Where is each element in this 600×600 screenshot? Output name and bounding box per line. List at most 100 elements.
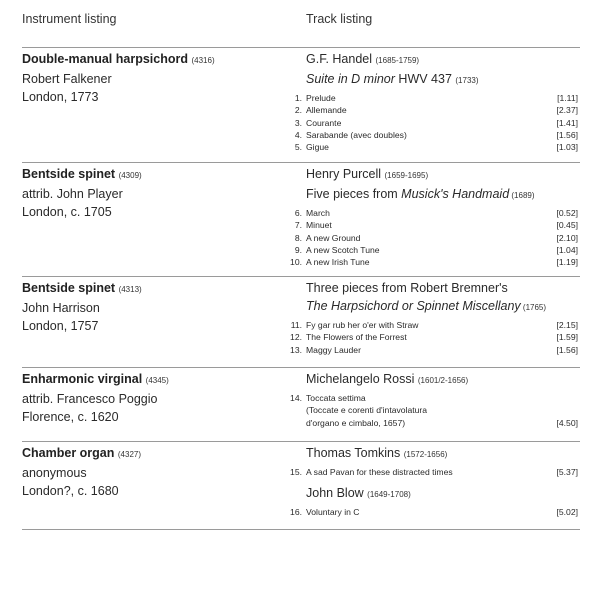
track-list: Michelangelo Rossi (1601/2-1656) 14. Tocca… (0, 370, 600, 429)
instrument-info: Bentside spinet (4313) John Harrison Londo… (22, 279, 142, 335)
composer-dates: (1572-1656) (403, 450, 448, 459)
track-title: Toccata settima (306, 393, 366, 403)
track-listing-heading: Track listing (306, 12, 373, 26)
instrument-maker: anonymous (22, 466, 87, 480)
work-date: (1765) (520, 303, 547, 312)
track-duration: [2.37] (556, 105, 578, 116)
divider (22, 367, 580, 368)
track-number: 3. (294, 117, 302, 128)
track-number: 9. (294, 244, 302, 255)
track-number: 2. (294, 105, 302, 116)
track-row: 13. Maggy Lauder [1.56] (0, 344, 600, 356)
instrument-place: London, 1773 (22, 90, 99, 104)
work-title-part: Musick's Handmaid (401, 187, 510, 201)
track-duration: [2.10] (556, 232, 578, 243)
instrument-maker: John Harrison (22, 301, 100, 315)
composer-name: Henry Purcell (306, 167, 382, 181)
divider (22, 162, 580, 163)
composer-name: G.F. Handel (306, 52, 373, 66)
instrument-number: (4313) (118, 285, 142, 294)
track-title: Prelude (306, 93, 336, 103)
instrument-number: (4309) (118, 171, 142, 180)
track-title: A sad Pavan for these distracted times (306, 467, 453, 477)
track-row: 15. A sad Pavan for these distracted time… (0, 466, 600, 478)
instrument-place: London?, c. 1680 (22, 484, 119, 498)
instrument-name: Bentside spinet (22, 281, 116, 295)
track-row: 10. A new Irish Tune [1.19] (0, 256, 600, 268)
track-number: 11. (290, 320, 302, 330)
divider (22, 276, 580, 277)
composer-dates: (1601/2-1656) (417, 376, 469, 385)
track-row: 9. A new Scotch Tune [1.04] (0, 244, 600, 256)
instrument-name-line: Bentside spinet (4313) (22, 279, 142, 299)
instrument-name: Double-manual harpsichord (22, 52, 188, 66)
instrument-name-line: Enharmonic virginal (4345) (22, 370, 169, 390)
track-title: (Toccate e corenti d'intavolatura (306, 405, 428, 416)
track-number: 16. (290, 507, 302, 518)
composer-line: Thomas Tomkins (1572-1656) (0, 444, 600, 464)
track-row: 14. Toccata settima (0, 392, 600, 404)
track-row: 11. Fy gar rub her o'er with Straw [2.15] (0, 319, 600, 331)
track-number: 10. (290, 257, 302, 268)
track-title: d'organo e cimbalo, 1657) (306, 417, 406, 428)
composer-dates: (1659-1695) (384, 171, 429, 180)
track-number: 15. (290, 467, 302, 477)
track-row: 2. Allemande [2.37] (0, 104, 600, 116)
divider (22, 47, 580, 48)
work-title: Five pieces from Musick's Handmaid (1689… (0, 185, 600, 205)
track-row: 5. Gigue [1.03] (0, 141, 600, 153)
track-title: Minuet (306, 220, 332, 231)
track-number: 8. (294, 232, 302, 243)
track-title: A new Ground (306, 232, 361, 243)
composer-name: Thomas Tomkins (306, 446, 401, 460)
instrument-number: (4327) (117, 450, 141, 459)
work-title-part: Five pieces from (306, 187, 402, 201)
track-title: A new Scotch Tune (306, 244, 380, 255)
track-row: 7. Minuet [0.45] (0, 219, 600, 231)
work-title-part: The Harpsichord or Spinnet Miscellany (306, 299, 521, 313)
track-duration: [1.03] (556, 142, 578, 153)
composer-dates: (1685-1759) (375, 56, 420, 65)
track-row: 12. The Flowers of the Forrest [1.59] (0, 331, 600, 343)
track-row: 3. Courante [1.41] (0, 117, 600, 129)
instrument-maker: attrib. John Player (22, 187, 123, 201)
instrument-number: (4316) (191, 56, 215, 65)
track-duration: [1.56] (556, 129, 578, 140)
track-title: Courante (306, 117, 342, 128)
composer-line: John Blow (1649-1708) (0, 484, 600, 504)
instrument-info: Chamber organ (4327) anonymous London?, c.… (22, 444, 141, 500)
track-duration: [1.04] (556, 244, 578, 255)
track-number: 14. (290, 393, 302, 403)
track-number: 4. (294, 129, 302, 140)
track-list: Thomas Tomkins (1572-1656) 15. A sad Pavan… (0, 444, 600, 519)
track-duration: [1.19] (556, 257, 578, 268)
work-title-part: HWV 437 (394, 72, 456, 86)
composer-name: John Blow (306, 486, 364, 501)
work-title: Suite in D minor HWV 437 (1733) (0, 70, 600, 90)
work-title-part: Suite in D minor (306, 72, 395, 86)
track-duration: [2.15] (556, 320, 578, 330)
instrument-info: Double-manual harpsichord (4316) Robert F… (22, 50, 215, 106)
instrument-maker: Robert Falkener (22, 72, 112, 86)
track-title: The Flowers of the Forrest (306, 332, 407, 343)
divider (22, 529, 580, 530)
instrument-info: Enharmonic virginal (4345) attrib. France… (22, 370, 169, 426)
work-title: The Harpsichord or Spinnet Miscellany (1… (0, 297, 600, 317)
track-title: Allemande (306, 105, 347, 116)
work-date: (1689) (509, 191, 535, 200)
track-number: 1. (294, 93, 302, 103)
instrument-number: (4345) (145, 376, 169, 385)
track-duration: [1.41] (556, 117, 578, 128)
track-title: Maggy Lauder (306, 344, 361, 355)
track-title: Voluntary in C (306, 507, 360, 518)
track-duration: [1.11] (557, 93, 578, 103)
composer-name: Michelangelo Rossi (306, 372, 415, 386)
track-list: Henry Purcell (1659-1695) Five pieces fro… (0, 165, 600, 268)
track-duration: [5.37] (556, 467, 578, 477)
instrument-name: Enharmonic virginal (22, 372, 143, 386)
track-duration: [1.56] (556, 344, 578, 355)
track-title: Fy gar rub her o'er with Straw (306, 320, 419, 330)
track-number: 6. (294, 208, 302, 218)
composer-line: Three pieces from Robert Bremner's (0, 279, 600, 297)
divider (22, 441, 580, 442)
